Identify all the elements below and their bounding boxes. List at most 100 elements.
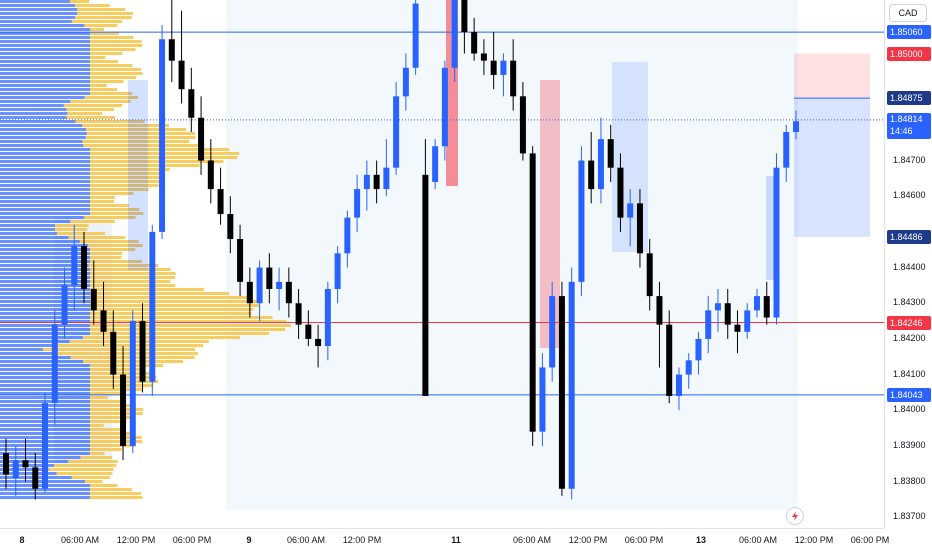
volume-bar xyxy=(90,260,142,263)
volume-bar xyxy=(0,24,85,27)
chart-canvas[interactable] xyxy=(0,0,884,528)
volume-bar xyxy=(0,156,90,159)
volume-bar xyxy=(0,324,90,327)
volume-bar xyxy=(0,228,55,231)
candle-body xyxy=(12,460,19,479)
volume-bar xyxy=(0,100,71,103)
volume-bar xyxy=(0,132,88,135)
volume-bar xyxy=(85,480,103,483)
volume-bar xyxy=(43,348,196,351)
volume-bar xyxy=(0,84,90,87)
volume-bar xyxy=(0,4,76,7)
volume-bar xyxy=(0,20,72,23)
candle-body xyxy=(354,189,361,218)
volume-bar xyxy=(90,492,142,495)
candle-body xyxy=(139,321,146,382)
candle-body xyxy=(266,267,273,289)
candle-body xyxy=(529,153,536,432)
volume-bar xyxy=(90,164,200,167)
volume-bar xyxy=(0,68,90,71)
chart-area[interactable] xyxy=(0,0,884,528)
volume-bar xyxy=(90,252,123,255)
volume-bar xyxy=(90,496,143,499)
volume-bar xyxy=(82,140,190,143)
candle-body xyxy=(344,217,351,254)
time-tick-label: 9 xyxy=(246,535,252,545)
volume-bar xyxy=(0,328,90,331)
volume-bar xyxy=(0,48,90,51)
volume-bar xyxy=(90,36,134,39)
volume-bar xyxy=(0,108,67,111)
volume-bar xyxy=(0,32,90,35)
candle-body xyxy=(51,324,58,404)
volume-bar xyxy=(0,180,90,183)
candle-body xyxy=(617,167,624,218)
volume-bar xyxy=(0,312,90,315)
volume-bar xyxy=(90,392,126,395)
volume-bar xyxy=(68,460,118,463)
candle-body xyxy=(451,0,458,68)
candle-body xyxy=(198,117,205,161)
volume-bar xyxy=(0,212,90,215)
candle-body xyxy=(61,285,68,325)
volume-bar xyxy=(0,304,90,307)
candle-body xyxy=(666,324,673,396)
candle-body xyxy=(100,310,107,332)
candle-body xyxy=(383,167,390,190)
candle-body xyxy=(597,139,604,190)
volume-bar xyxy=(0,380,90,383)
volume-bar xyxy=(0,16,76,19)
volume-bar xyxy=(85,136,196,139)
time-tick-label: 06:00 PM xyxy=(172,535,212,545)
volume-bar xyxy=(0,388,90,391)
candle-body xyxy=(120,374,127,446)
time-tick-label: 12:00 PM xyxy=(794,535,834,545)
candle-body xyxy=(685,360,692,375)
volume-bar xyxy=(90,172,160,175)
time-axis[interactable]: 8 06:00 AM 12:00 PM 06:00 PM 9 06:00 AM 12:00 … xyxy=(0,528,889,550)
price-tick-label: 1.84300 xyxy=(893,297,926,308)
volume-bar xyxy=(90,304,259,307)
volume-bar xyxy=(0,360,84,363)
volume-bar xyxy=(90,168,170,171)
candle-body xyxy=(724,303,731,325)
volume-bar xyxy=(90,176,163,179)
volume-bar xyxy=(90,284,176,287)
volume-bar xyxy=(77,8,126,11)
volume-bar xyxy=(90,208,140,211)
volume-bar xyxy=(69,340,209,343)
volume-bar xyxy=(0,148,90,151)
volume-bar xyxy=(90,440,143,443)
candle-body xyxy=(168,39,175,61)
candle-body xyxy=(3,453,9,475)
candle-body xyxy=(578,160,585,282)
candle-body xyxy=(607,139,614,168)
volume-bar xyxy=(87,132,196,135)
candle-body xyxy=(705,310,712,339)
volume-bar xyxy=(90,420,121,423)
volume-bar xyxy=(0,36,90,39)
volume-bar xyxy=(0,52,90,55)
volume-bar xyxy=(0,172,90,175)
volume-bar xyxy=(90,76,137,79)
volume-bar xyxy=(86,128,187,131)
volume-bar xyxy=(0,12,78,15)
volume-bar xyxy=(0,280,90,283)
volume-bar xyxy=(0,356,71,359)
volume-bar xyxy=(0,248,90,251)
volume-bar xyxy=(90,324,292,327)
candle-body xyxy=(71,246,78,286)
currency-selector[interactable]: CAD xyxy=(889,4,927,22)
volume-bar xyxy=(0,144,84,147)
volume-bar xyxy=(90,72,143,75)
price-axis[interactable]: 1.84700 1.84600 1.84400 1.84300 1.84200 1.841… xyxy=(884,0,932,528)
volume-bar xyxy=(88,264,158,267)
volume-bar xyxy=(56,232,106,235)
volume-bar xyxy=(0,80,90,83)
volume-bar xyxy=(0,348,44,351)
volume-bar xyxy=(90,276,175,279)
volume-bar xyxy=(55,224,89,227)
candle-body xyxy=(588,160,595,190)
lightning-icon[interactable] xyxy=(786,507,804,525)
volume-bar xyxy=(0,0,70,3)
